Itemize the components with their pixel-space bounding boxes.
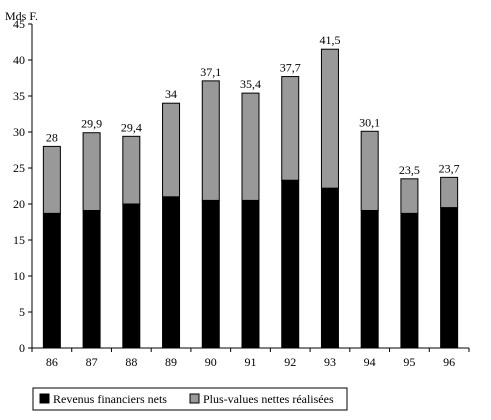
x-tick-label: 87 [86, 355, 98, 369]
bars [42, 48, 459, 349]
bar-segment-revenus [82, 209, 101, 349]
y-axis: 0 5 10 15 20 25 30 35 40 45 [13, 17, 33, 355]
x-tick-label: 88 [125, 355, 137, 369]
y-tick-label: 35 [13, 89, 25, 103]
x-tick-label: 91 [245, 355, 257, 369]
x-tick-label: 96 [443, 355, 455, 369]
bar-segment-revenus [320, 187, 339, 349]
bar-total-label: 41,5 [319, 33, 340, 47]
x-axis: 86 87 88 89 90 91 92 93 94 95 96 [31, 347, 470, 369]
y-tick-label: 30 [13, 125, 25, 139]
bar-segment-revenus [122, 203, 141, 349]
y-tick-label: 20 [13, 197, 25, 211]
bar-segment-revenus [360, 209, 379, 349]
legend: Revenus financiers nets Plus-values nette… [32, 387, 348, 411]
legend-label: Revenus financiers nets [53, 392, 167, 406]
bar-total-label: 23,7 [439, 161, 460, 175]
bar-segment-revenus [162, 196, 181, 349]
y-tick-label: 40 [13, 53, 25, 67]
bar-total-label: 29,4 [121, 120, 142, 134]
x-tick-label: 92 [284, 355, 296, 369]
bar-segment-plus-values [440, 176, 459, 209]
legend-label: Plus-values nettes réalisées [203, 392, 334, 406]
bar-segment-revenus [281, 179, 300, 349]
bar-total-label: 29,9 [81, 117, 102, 131]
bar-segment-revenus [440, 207, 459, 349]
y-tick-label: 0 [19, 341, 25, 355]
x-tick-label: 86 [46, 355, 58, 369]
bar-segment-revenus [42, 212, 61, 349]
bar-total-label: 34 [165, 87, 177, 101]
bar-segment-plus-values [281, 76, 300, 181]
bar-segment-plus-values [241, 92, 260, 201]
total-labels: 28 29,9 29,4 34 37,1 35,4 37,7 41,5 30,1 23,5 23,7 [46, 33, 460, 177]
legend-swatch [39, 393, 50, 404]
bar-segment-revenus [201, 199, 220, 349]
x-tick-label: 89 [165, 355, 177, 369]
x-tick-label: 93 [324, 355, 336, 369]
bar-total-label: 30,1 [359, 115, 380, 129]
x-tick-label: 95 [403, 355, 415, 369]
x-tick-label: 94 [364, 355, 376, 369]
y-tick-label: 15 [13, 233, 25, 247]
bar-total-label: 35,4 [240, 77, 261, 91]
bar-total-label: 28 [46, 130, 58, 144]
bar-total-label: 37,1 [200, 65, 221, 79]
bar-segment-plus-values [320, 48, 339, 189]
y-tick-label: 10 [13, 269, 25, 283]
bar-segment-plus-values [360, 130, 379, 211]
bar-segment-revenus [241, 199, 260, 349]
bar-segment-plus-values [42, 145, 61, 214]
bar-segment-plus-values [122, 135, 141, 205]
y-axis-label: Mds F. [5, 9, 38, 23]
y-tick-label: 25 [13, 161, 25, 175]
bar-total-label: 23,5 [399, 163, 420, 177]
legend-swatch [189, 393, 200, 404]
x-tick-label: 90 [205, 355, 217, 369]
y-tick-label: 5 [19, 305, 25, 319]
bar-segment-plus-values [82, 132, 101, 211]
bar-segment-plus-values [162, 102, 181, 198]
bar-total-label: 37,7 [280, 61, 301, 75]
bar-segment-plus-values [201, 80, 220, 201]
bar-segment-plus-values [400, 178, 419, 214]
bar-segment-revenus [400, 212, 419, 349]
y-tick-label: 45 [13, 17, 25, 31]
